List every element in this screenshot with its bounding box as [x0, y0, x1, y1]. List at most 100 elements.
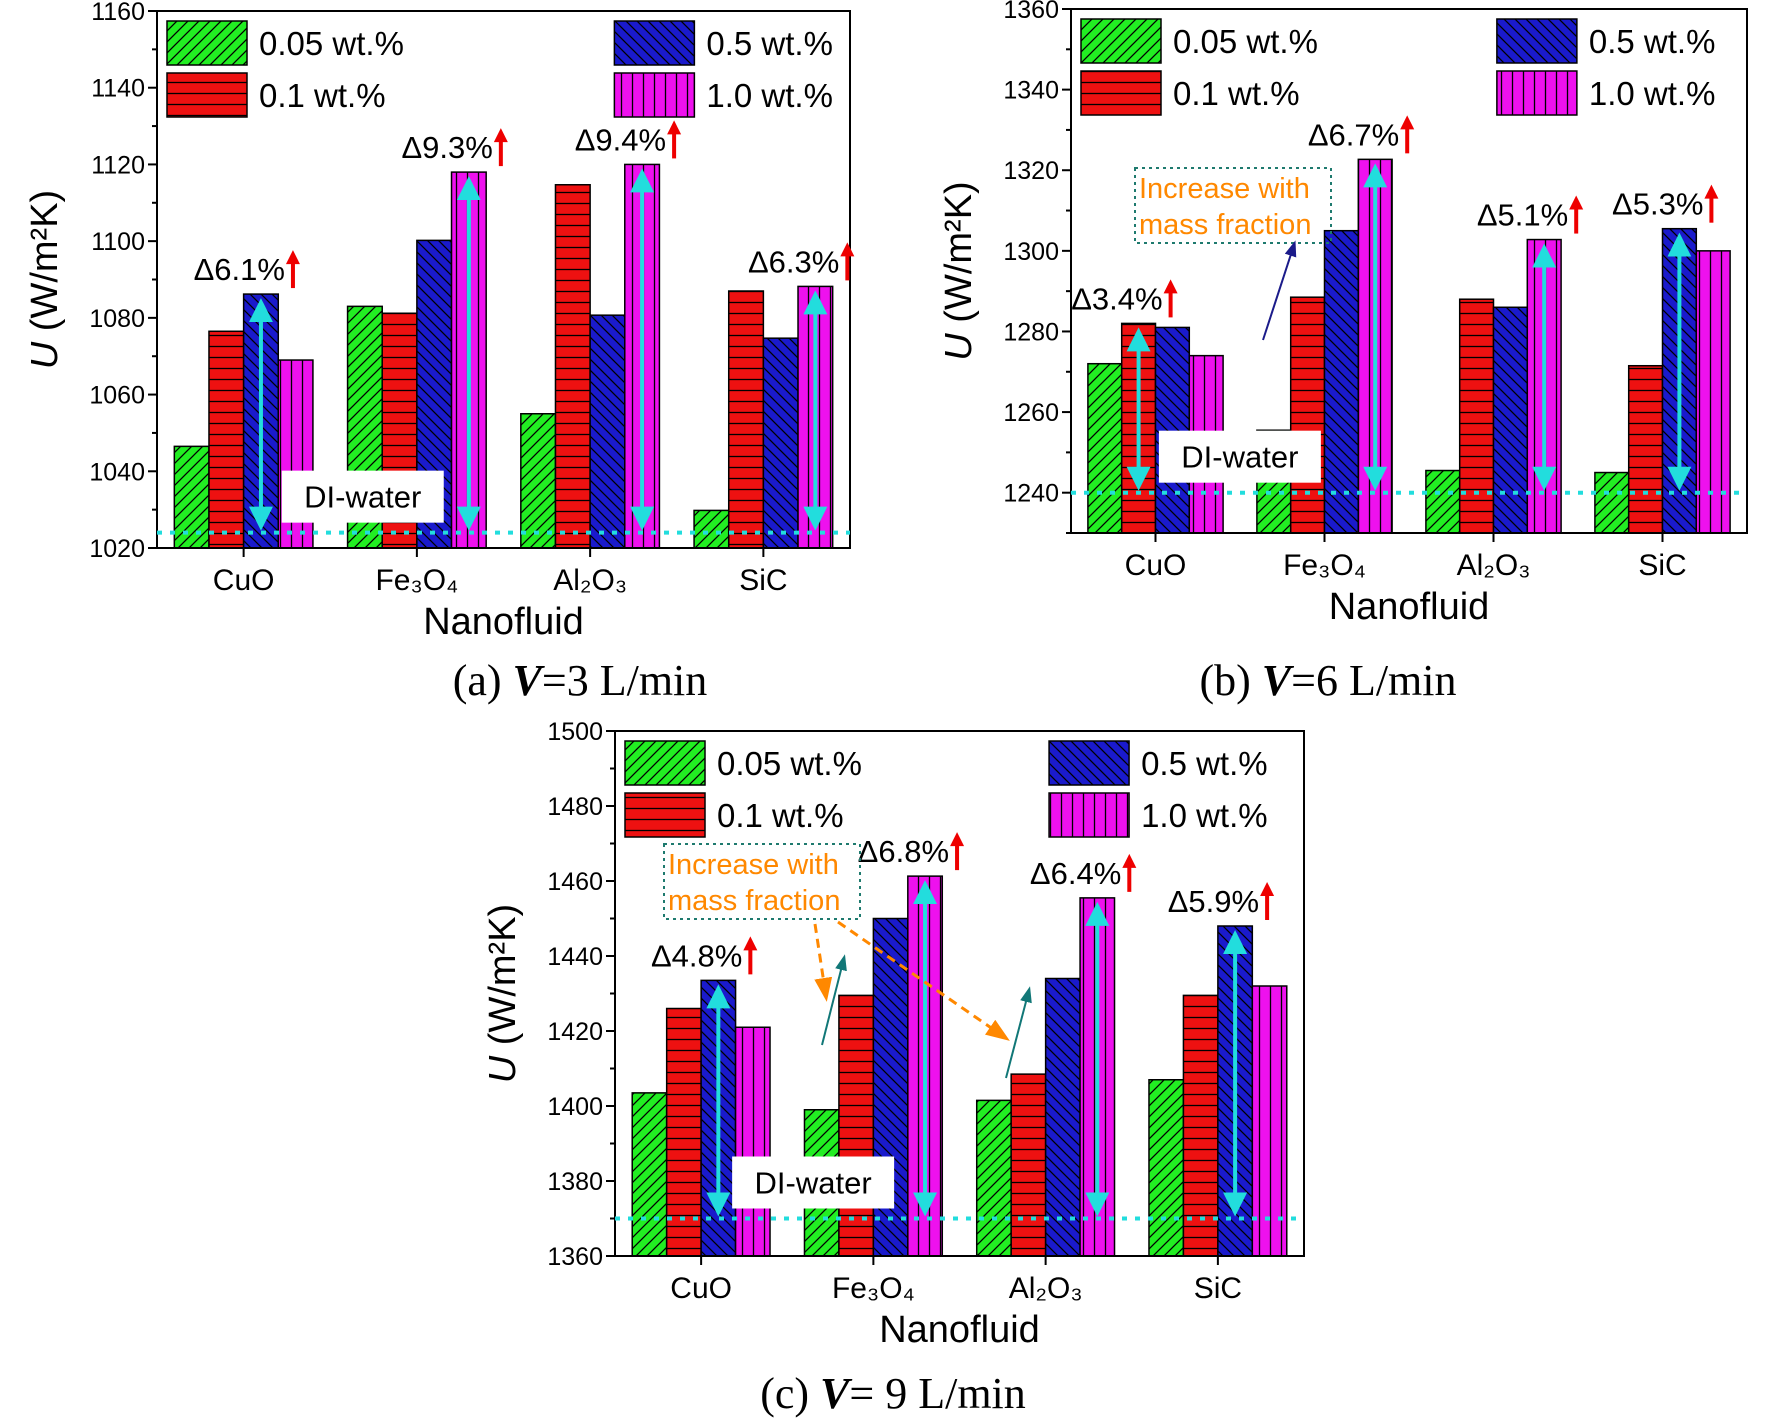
delta-label: Δ3.4% — [1071, 281, 1162, 316]
red-up-arrow-head-icon — [667, 120, 682, 135]
panel-caption: (c) V= 9 L/min — [760, 1369, 1026, 1418]
caption-prefix: (a) — [453, 656, 513, 705]
y-tick-label: 1360 — [1003, 0, 1059, 24]
note-arrow-dashed — [813, 923, 833, 1002]
red-up-arrow-head-icon — [493, 128, 508, 143]
y-tick-label: 1060 — [89, 382, 145, 410]
bar-0.5.-1 — [1323, 229, 1360, 534]
caption-var: V — [513, 656, 546, 705]
delta-label: Δ6.1% — [194, 252, 285, 287]
y-axis-var: U — [24, 341, 66, 369]
legend-label: 0.1 wt.% — [717, 797, 844, 834]
y-tick-label: 1120 — [91, 151, 145, 179]
x-tick-label: Fe₃O₄ — [375, 564, 458, 597]
y-tick-label: 1340 — [1003, 77, 1059, 105]
legend-swatch — [1048, 740, 1130, 786]
bar-0.05.-3 — [1594, 471, 1630, 534]
legend-label: 0.1 wt.% — [1173, 75, 1300, 112]
bar-1.0.-0 — [734, 1026, 771, 1257]
delta-label: Δ5.9% — [1168, 884, 1259, 919]
red-up-arrow-head-icon — [840, 242, 855, 257]
delta-label: Δ4.8% — [651, 938, 742, 973]
delta-label: Δ6.3% — [748, 244, 839, 279]
delta-label: Δ5.1% — [1477, 198, 1568, 233]
bar-0.1.-2 — [1458, 298, 1495, 534]
y-axis-title: U (W/m²K) — [24, 190, 66, 369]
legend-swatch — [1080, 70, 1162, 116]
bar-0.05.-0 — [1087, 362, 1123, 534]
x-axis-title: Nanofluid — [423, 601, 584, 643]
bar-0.05.-3 — [1148, 1079, 1185, 1257]
x-tick-label: SiC — [739, 564, 787, 597]
y-axis-var: U — [938, 333, 980, 361]
y-tick-label: 1280 — [1003, 318, 1059, 346]
caption-rest: =6 L/min — [1291, 656, 1456, 705]
y-axis-unit: (W/m²K) — [482, 904, 524, 1056]
bar-1.0.-3 — [1251, 985, 1288, 1257]
di-water-label-box — [732, 1156, 895, 1209]
bar-0.1.-3 — [1627, 364, 1664, 534]
note-line-1: Increase with — [668, 849, 839, 881]
delta-label: Δ9.4% — [575, 122, 666, 157]
y-tick-label: 1300 — [1003, 238, 1059, 266]
x-tick-label: Fe₃O₄ — [1283, 549, 1366, 582]
red-up-arrow-head-icon — [1704, 184, 1719, 199]
y-tick-label: 1400 — [547, 1093, 603, 1121]
y-tick-label: 1160 — [91, 0, 145, 26]
bar-0.05.-3 — [693, 509, 730, 549]
x-axis-title: Nanofluid — [879, 1309, 1040, 1351]
x-tick-label: CuO — [670, 1272, 732, 1305]
bar-0.1.-0 — [208, 330, 245, 549]
legend-label: 0.1 wt.% — [259, 77, 386, 114]
legend-swatch — [1080, 18, 1162, 64]
bar-0.5.-3 — [762, 337, 799, 549]
caption-rest: =3 L/min — [542, 656, 707, 705]
bar-0.5.-2 — [1492, 306, 1529, 534]
chart-panel-b: 1240 1260 1280 1300 1320 1340 1360 CuO Fe₃O₄ Al₂O… — [938, 0, 1748, 705]
y-tick-label: 1140 — [91, 75, 145, 103]
legend-swatch — [166, 72, 248, 118]
y-tick-label: 1100 — [91, 228, 145, 256]
bar-0.1.-1 — [1289, 296, 1326, 534]
x-tick-label: Al₂O₃ — [1457, 549, 1531, 582]
legend-label: 1.0 wt.% — [1141, 797, 1268, 834]
note-arrow-dashed — [837, 920, 1010, 1041]
legend-label: 0.5 wt.% — [1141, 745, 1268, 782]
note-box — [663, 843, 861, 920]
caption-var: V — [1262, 656, 1295, 705]
caption-var: V — [820, 1369, 853, 1418]
x-tick-label: CuO — [213, 564, 275, 597]
y-tick-label: 1080 — [89, 305, 145, 333]
y-tick-label: 1480 — [547, 793, 603, 821]
y-axis-unit: (W/m²K) — [24, 190, 66, 342]
delta-label: Δ6.8% — [858, 834, 949, 869]
y-tick-label: 1380 — [547, 1168, 603, 1196]
di-water-label-box — [281, 470, 444, 523]
caption-prefix: (c) — [760, 1369, 820, 1418]
red-up-arrow-head-icon — [743, 936, 758, 951]
note-line-1: Increase with — [1139, 173, 1310, 205]
caption-rest: = 9 L/min — [849, 1369, 1025, 1418]
y-axis-var: U — [482, 1055, 524, 1083]
legend-swatch — [1496, 18, 1578, 64]
panel-caption: (a) V=3 L/min — [453, 656, 708, 705]
bar-0.5.-0 — [1154, 326, 1191, 534]
red-up-arrow-head-icon — [950, 832, 965, 847]
y-axis-title: U (W/m²K) — [482, 904, 524, 1083]
x-tick-label: CuO — [1125, 549, 1187, 582]
legend-label: 0.5 wt.% — [706, 25, 833, 62]
bar-0.05.-2 — [520, 413, 557, 549]
bar-0.1.-3 — [1182, 994, 1219, 1257]
panel-caption: (b) V=6 L/min — [1199, 656, 1456, 705]
di-water-label: DI-water — [304, 480, 421, 515]
legend-swatch — [613, 20, 696, 66]
delta-label: Δ5.3% — [1612, 187, 1703, 222]
delta-label: Δ6.7% — [1308, 117, 1399, 152]
legend-label: 0.05 wt.% — [1173, 23, 1318, 60]
legend-swatch — [1048, 792, 1130, 838]
bar-0.05.-2 — [975, 1099, 1012, 1257]
di-water-label: DI-water — [755, 1166, 872, 1201]
y-tick-label: 1360 — [547, 1243, 603, 1271]
y-tick-label: 1260 — [1003, 399, 1059, 427]
